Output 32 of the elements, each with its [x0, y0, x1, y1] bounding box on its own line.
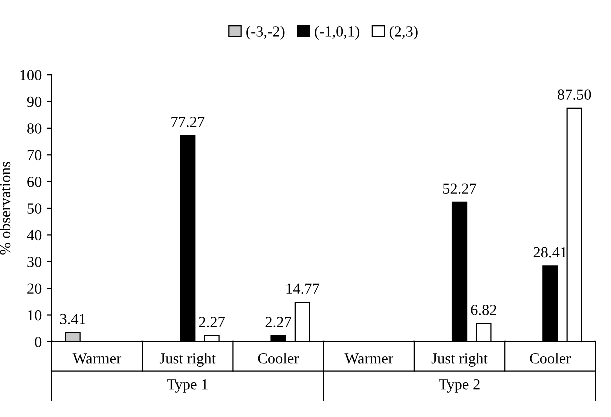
x-tick-label: Warmer: [344, 354, 394, 364]
data-label: 2.27: [266, 317, 292, 328]
x-tick-label: Just right: [432, 353, 488, 367]
data-label: 28.41: [534, 247, 567, 258]
data-label: 3.41: [60, 314, 86, 324]
legend-label: (-1,0,1): [315, 26, 360, 40]
x-tick-label: Cooler: [530, 353, 572, 364]
y-tick-label: 0: [35, 337, 42, 348]
y-tick-label: 30: [28, 257, 42, 268]
x-tick-label: Cooler: [258, 353, 300, 364]
data-label: 6.82: [471, 304, 496, 316]
y-tick-label: 90: [27, 96, 42, 108]
data-label: 77.27: [172, 117, 205, 128]
y-tick-label: 40: [27, 230, 42, 241]
text: Type 1: [167, 380, 208, 393]
data-label: 2.27: [199, 317, 225, 328]
text: Type 2: [439, 379, 480, 393]
y-tick-label: 80: [28, 124, 42, 134]
legend-label: (-3,-2): [246, 26, 285, 40]
data-label: 14.77: [286, 284, 320, 294]
x-tick-label: Warmer: [72, 354, 122, 364]
legend-label: (2,3): [390, 26, 418, 40]
data-label: 87.50: [558, 90, 592, 100]
data-label: 52.27: [443, 184, 477, 194]
y-tick-label: 100: [20, 70, 42, 81]
y-tick-label: 50: [28, 204, 42, 214]
x-tick-label: Just right: [160, 353, 216, 367]
y-tick-label: 70: [28, 150, 42, 161]
y-tick-label: 10: [28, 310, 42, 321]
y-tick-label: 20: [28, 284, 42, 294]
y-tick-label: 60: [28, 176, 42, 188]
y-axis-title: % observations: [0, 162, 11, 255]
